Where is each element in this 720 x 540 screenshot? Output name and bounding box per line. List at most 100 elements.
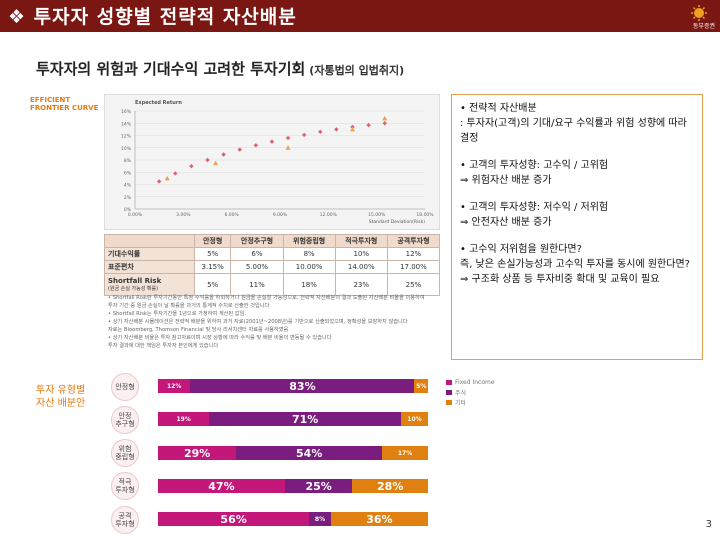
table-header [104, 234, 195, 248]
y-tick-label: 4% [124, 183, 132, 189]
frontier-point [156, 179, 162, 184]
allocation-segment: 8% [309, 512, 331, 526]
allocation-category: 안정 추구형 [111, 406, 139, 434]
subtitle-note: (자통법의 입법취지) [309, 64, 405, 77]
efficient-frontier-label: EFFICIENT FRONTIER CURVE [30, 96, 99, 112]
row-label-main: Shortfall Risk [108, 277, 162, 285]
table-cell: 25% [386, 273, 441, 296]
legend-swatch [446, 399, 452, 405]
allocation-segment: 56% [158, 512, 310, 526]
table-row: 표준편차 3.15% 5.00% 10.00% 14.00% 17.00% [104, 260, 441, 274]
x-axis-label: Standard Deviation(Risk) [369, 219, 426, 225]
frontier-point [173, 171, 178, 176]
portfolio-point [350, 126, 355, 132]
x-tick-label: 3.00% [176, 212, 191, 218]
allocation-segment: 54% [236, 446, 383, 460]
portfolio-point [213, 160, 219, 166]
portfolio-point [382, 115, 388, 121]
company-logo-icon [691, 5, 707, 21]
note-line: 자료는 Bloomberg, Thomson Financial 및 당사 리서… [108, 327, 289, 333]
page-number: 3 [705, 519, 712, 530]
strategy-textbox: • 전략적 자산배분 : 투자자(고객)의 기대/요구 수익률과 위험 성향에 … [451, 94, 703, 360]
row-label: 표준편차 [104, 260, 195, 274]
x-tick-label: 9.00% [273, 212, 288, 218]
legend-swatch [446, 389, 452, 395]
table-cell: 18% [282, 273, 336, 296]
portfolio-point [164, 175, 170, 181]
footnotes: • Shortfall Risk란 투자기간동안 특정 수익률을 하회하거나 원… [108, 294, 443, 350]
allocation-segment: 25% [284, 479, 353, 493]
x-tick-label: 6.00% [225, 212, 240, 218]
allocation-segment: 17% [382, 446, 428, 460]
y-tick-label: 10% [121, 146, 132, 152]
x-tick-label: 18.00% [416, 212, 434, 218]
allocation-bar: 12% 83% 5% [158, 379, 428, 393]
strategy-paragraph: • 고객의 투자성향: 고수익 / 고위험 ⇒ 위험자산 배분 증가 [460, 160, 609, 186]
allocation-segment: 71% [209, 412, 401, 426]
legend-label: 주식 [455, 389, 467, 397]
strategy-paragraph: • 전략적 자산배분 : 투자자(고객)의 기대/요구 수익률과 위험 성향에 … [460, 103, 687, 144]
slide-title: ❖ 투자자 성향별 전략적 자산배분 [8, 6, 297, 28]
efficient-frontier-chart: Expected Return 0% 2% 4% 6% 8% 10% 12% 14% 16% 0.0… [104, 94, 440, 230]
allocation-segment: 28% [352, 479, 428, 493]
allocation-segment: 5% [414, 379, 428, 393]
row-label-sub: (원금 손실 가능성 확률) [108, 286, 159, 292]
subtitle-main: 투자자의 위험과 기대수익 고려한 투자기회 [36, 60, 306, 78]
y-tick-label: 2% [124, 195, 132, 201]
table-cell: 6% [230, 247, 284, 261]
legend-swatch [446, 379, 452, 385]
note-line: • Shortfall Risk란 투자기간동안 특정 수익률을 하회하거나 원… [108, 295, 425, 301]
strategy-paragraph: • 고객의 투자성향: 저수익 / 저위험 ⇒ 안전자산 배분 증가 [460, 202, 609, 228]
portfolio-point [285, 145, 291, 150]
table-cell: 10.00% [282, 260, 336, 274]
allocation-category: 위험 중립형 [111, 439, 139, 467]
legend-item: 기타 [446, 397, 495, 407]
allocation-segment: 19% [158, 412, 210, 426]
x-tick-label: 12.00% [320, 212, 338, 218]
table-cell: 14.00% [334, 260, 388, 274]
table-header: 위험중립형 [282, 234, 336, 248]
table-header: 안정추구형 [230, 234, 284, 248]
table-cell: 10% [334, 247, 388, 261]
frontier-point [269, 139, 275, 144]
allocation-segment: 47% [158, 479, 285, 493]
x-tick-label: 15.00% [368, 212, 386, 218]
y-tick-label: 0% [124, 207, 132, 213]
y-tick-label: 8% [124, 158, 132, 164]
legend-label: 기타 [455, 399, 467, 407]
table-row: Shortfall Risk (원금 손실 가능성 확률) 5% 11% 18%… [104, 273, 441, 296]
logo-text: 동부증권 [692, 23, 715, 30]
table-cell: 5.00% [230, 260, 284, 274]
note-line: 투자 결과에 대한 책임은 투자자 본인에게 있습니다 [108, 343, 219, 349]
legend-item: 주식 [446, 387, 495, 397]
allocation-bar: 47% 25% 28% [158, 479, 428, 493]
note-line: • Shortfall Risk는 투자기간을 1년으로 가정하여 계산된 값임… [108, 311, 247, 317]
table-cell: 5% [193, 273, 232, 296]
table-row: 기대수익률 5% 6% 8% 10% 12% [104, 247, 441, 261]
allocation-legend: Fixed Income 주식 기타 [446, 377, 495, 407]
row-label: 기대수익률 [104, 247, 195, 261]
allocation-bar: 56% 8% 36% [158, 512, 428, 526]
frontier-point [189, 163, 194, 169]
frontier-point [205, 157, 210, 163]
y-tick-label: 16% [121, 109, 132, 115]
allocation-category: 공격 투자형 [111, 506, 139, 534]
header-bar: ❖ 투자자 성향별 전략적 자산배분 동부증권 [0, 0, 720, 32]
allocation-bar: 19% 71% 10% [158, 412, 428, 426]
frontier-point [334, 127, 339, 132]
table-cell: 11% [230, 273, 284, 296]
x-tick-label: 0.00% [128, 212, 143, 218]
section-subtitle: 투자자의 위험과 기대수익 고려한 투자기회 (자통법의 입법취지) [36, 58, 404, 79]
table-cell: 12% [386, 247, 441, 261]
frontier-point [285, 135, 291, 141]
frontier-point [318, 129, 323, 135]
allocation-segment: 83% [190, 379, 415, 393]
allocation-segment: 36% [330, 512, 428, 526]
y-tick-label: 12% [121, 134, 132, 140]
strategy-paragraph: • 고수익 저위험을 원한다면? 즉, 낮은 손실가능성과 고수익 투자를 동시… [460, 244, 690, 285]
table-header: 안정형 [193, 234, 232, 248]
allocation-category: 적극 투자형 [111, 472, 139, 500]
table-header: 공격투자형 [386, 234, 441, 248]
note-line: • 상기 자산배분 시뮬레이션은 전략적 배분을 위하여 과거 자료(2001년… [108, 319, 408, 325]
table-header-row: 안정형 안정추구형 위험중립형 적극투자형 공격투자형 [104, 234, 441, 248]
